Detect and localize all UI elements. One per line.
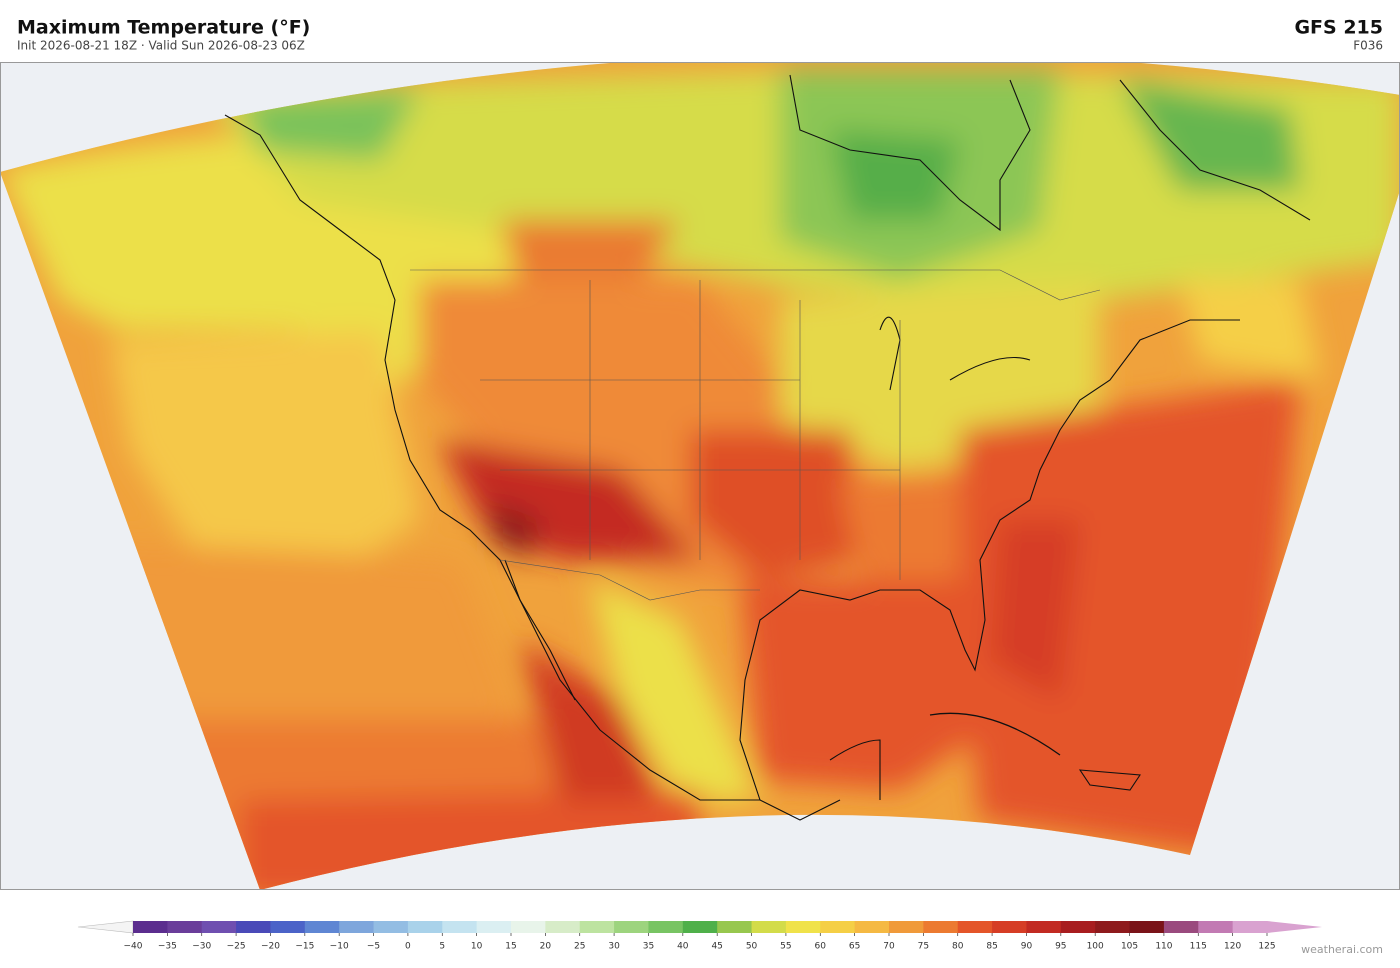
colorbar-segment [373, 921, 409, 933]
colorbar-segment [545, 921, 581, 933]
colorbar-segment [682, 921, 718, 933]
colorbar-segment [992, 921, 1027, 933]
colorbar-segment [854, 921, 890, 933]
credit: weatherai.com [1301, 943, 1383, 956]
colorbar-segment [785, 921, 821, 933]
colorbar-tick-label: 65 [849, 942, 860, 952]
colorbar-tick-label: 35 [643, 942, 654, 952]
colorbar-tick-label: 55 [780, 942, 791, 952]
colorbar-tick-label: −40 [124, 942, 143, 952]
colorbar-tick-label: −25 [227, 942, 246, 952]
colorbar-segment [1060, 921, 1096, 933]
colorbar-tick-label: 105 [1121, 942, 1138, 952]
colorbar-segment [579, 921, 615, 933]
colorbar-tick-label: 25 [574, 942, 585, 952]
colorbar-tick-label: −5 [367, 942, 380, 952]
colorbar-under [77, 920, 134, 934]
colorbar-segment [1129, 921, 1165, 933]
colorbar-tick-label: 80 [952, 942, 964, 952]
colorbar-segment [236, 921, 271, 933]
colorbar-segment [270, 921, 306, 933]
colorbar-tick-label: 120 [1224, 942, 1241, 952]
colorbar-tick-label: 110 [1155, 942, 1172, 952]
colorbar-tick-label: 10 [471, 942, 483, 952]
colorbar-segment [133, 921, 168, 933]
colorbar-tick-label: 90 [1021, 942, 1033, 952]
colorbar-segment [201, 921, 237, 933]
colorbar-tick-label: −20 [261, 942, 280, 952]
colorbar-tick-label: −15 [295, 942, 314, 952]
title: Maximum Temperature (°F) [17, 17, 310, 39]
colorbar-tick-label: −35 [158, 942, 177, 952]
model-label: GFS 215 [1294, 17, 1383, 39]
colorbar-segment [442, 921, 478, 933]
map [0, 62, 1400, 890]
colorbar-segment [304, 921, 340, 933]
colorbar: −40 −35 −30 −25 −20 −15 −10 −5 0 5 10 15 20 25 30 35 40 4… [77, 920, 1322, 952]
forecast-hour: F036 [1353, 39, 1383, 53]
colorbar-tick-label: 85 [986, 942, 997, 952]
colorbar-segment [957, 921, 993, 933]
colorbar-tick-label: 75 [918, 942, 929, 952]
colorbar-tick-label: 115 [1190, 942, 1207, 952]
colorbar-segment [614, 921, 649, 933]
colorbar-tick-label: 15 [505, 942, 516, 952]
colorbar-segment [1232, 921, 1268, 933]
colorbar-tick-label: −10 [330, 942, 349, 952]
colorbar-tick-label: 100 [1087, 942, 1104, 952]
coastlines [224, 74, 1311, 821]
colorbar-segment [1095, 921, 1131, 933]
colorbar-tick-label: 30 [608, 942, 620, 952]
colorbar-segment [407, 921, 443, 933]
colorbar-segment [476, 921, 512, 933]
colorbar-tick-label: 40 [677, 942, 689, 952]
colorbar-tick-label: 60 [815, 942, 827, 952]
colorbar-segment [511, 921, 546, 933]
colorbar-segment [1026, 921, 1062, 933]
subtitle: Init 2026-08-21 18Z · Valid Sun 2026-08-… [17, 39, 305, 53]
colorbar-segment [751, 921, 787, 933]
colorbar-segment [1198, 921, 1234, 933]
colorbar-segment [648, 921, 684, 933]
colorbar-segment [339, 921, 375, 933]
colorbar-segment [717, 921, 753, 933]
colorbar-tick-label: 125 [1258, 942, 1275, 952]
colorbar-segment [1163, 921, 1199, 933]
colorbar-tick-label: 5 [439, 942, 445, 952]
colorbar-tick-label: −30 [192, 942, 211, 952]
colorbar-over [1267, 921, 1322, 933]
colorbar-tick-label: 50 [746, 942, 758, 952]
colorbar-tick-label: 95 [1055, 942, 1066, 952]
colorbar-tick-label: 0 [405, 942, 411, 952]
colorbar-segment [923, 921, 959, 933]
colorbar-segment [820, 921, 856, 933]
colorbar-tick-label: 70 [883, 942, 895, 952]
colorbar-tick-label: 45 [711, 942, 722, 952]
colorbar-segment [889, 921, 924, 933]
colorbar-segment [167, 921, 203, 933]
colorbar-tick-label: 20 [540, 942, 552, 952]
borders [410, 269, 1101, 601]
